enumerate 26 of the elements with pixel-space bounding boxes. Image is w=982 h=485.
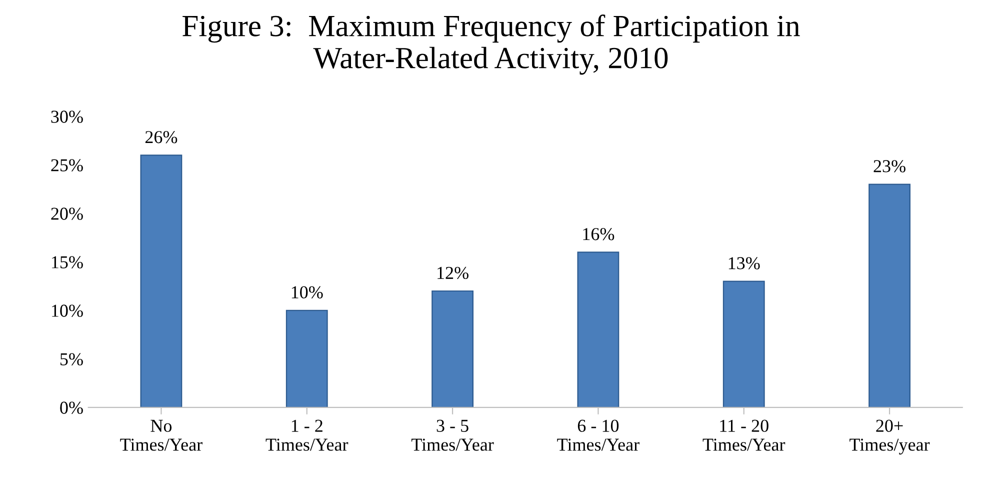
bar (432, 290, 474, 408)
y-tick-label: 10% (52, 304, 83, 317)
y-tick-label: 5% (60, 353, 83, 366)
y-tick-label: 30% (51, 110, 83, 123)
chart-title: Figure 3: Maximum Frequency of Participation in Water-Related Activity, 2010 (182, 14, 800, 75)
bar (577, 252, 620, 408)
x-tick-label: 20+ Times/year (850, 420, 930, 455)
y-tick-label: 20% (51, 208, 83, 220)
bar (140, 154, 182, 408)
data-label: 12% (438, 266, 468, 280)
y-tick-label: 15% (52, 256, 83, 268)
x-tick-label: 1 - 2 Times/Year (266, 420, 348, 451)
data-label: 23% (874, 160, 906, 172)
bar (286, 310, 328, 408)
data-label: 10% (292, 286, 323, 298)
x-tick-label: No Times/Year (120, 420, 202, 451)
data-label: 13% (728, 257, 760, 270)
x-tick-label: 6 - 10 Times/Year (557, 420, 640, 451)
data-label: 16% (583, 228, 614, 240)
x-tick-label: 11 - 20 Times/Year (702, 420, 786, 451)
y-tick-label: 25% (51, 159, 83, 172)
bar (868, 184, 910, 408)
x-tick-label: 3 - 5 Times/Year (411, 420, 494, 451)
bar (722, 280, 765, 408)
data-label: 26% (145, 131, 178, 144)
y-tick-label: 0% (60, 402, 83, 414)
